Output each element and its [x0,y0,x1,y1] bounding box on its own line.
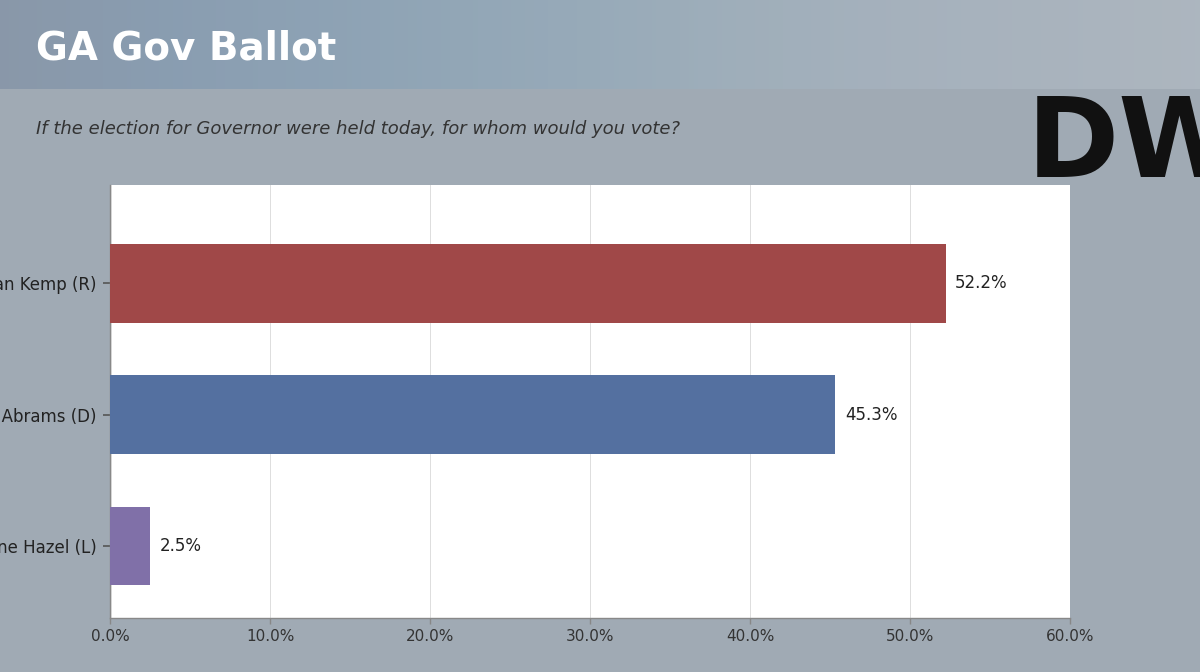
Text: DW: DW [1026,93,1200,200]
Text: 45.3%: 45.3% [845,406,898,423]
Bar [110,375,835,454]
Text: 2.5%: 2.5% [160,537,202,555]
Text: GA Gov Ballot: GA Gov Ballot [36,30,336,68]
Text: 52.2%: 52.2% [955,274,1008,292]
Text: If the election for Governor were held today, for whom would you vote?: If the election for Governor were held t… [36,120,680,138]
Bar [110,507,150,585]
Bar [110,244,946,323]
